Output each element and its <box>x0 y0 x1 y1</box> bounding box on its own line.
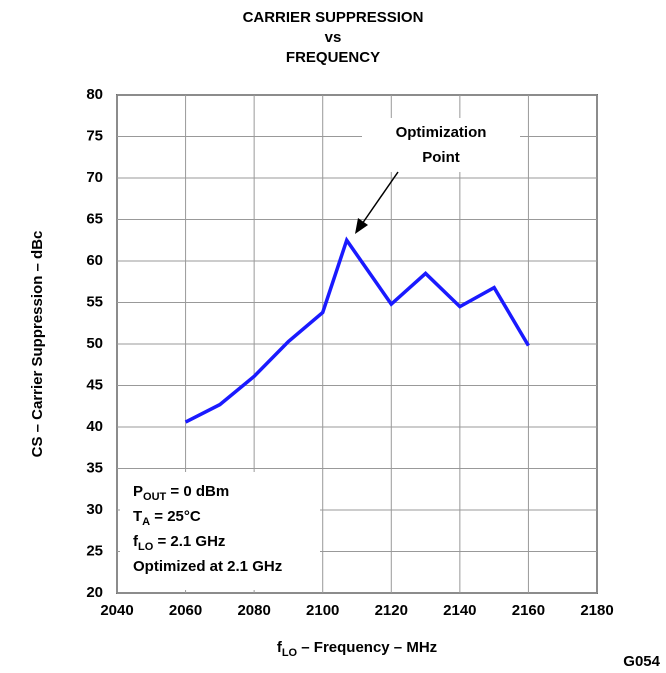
conditions-box <box>120 472 320 590</box>
x-tick-label: 2120 <box>375 602 408 619</box>
condition: POUT = 0 dBm <box>133 483 229 503</box>
y-tick-label: 25 <box>86 542 103 559</box>
x-axis-label: fLO – Frequency – MHz <box>277 639 437 659</box>
condition-sub: A <box>142 516 150 528</box>
chart-title: FREQUENCY <box>286 49 380 66</box>
arrow-shaft <box>361 171 399 225</box>
y-tick-label: 75 <box>86 127 103 144</box>
condition-text: f <box>133 533 139 550</box>
chart-title: CARRIER SUPPRESSION <box>243 9 424 26</box>
x-tick-label: 2180 <box>580 602 613 619</box>
annotation: Optimization <box>396 124 487 141</box>
annotation-box <box>362 118 520 172</box>
condition-text: Optimized at 2.1 GHz <box>133 558 282 575</box>
x-axis-label-text: f <box>277 639 283 656</box>
arrow-head <box>355 218 368 234</box>
data-line <box>184 236 530 424</box>
condition-sub: LO <box>138 541 154 553</box>
x-axis-label-sub: LO <box>282 647 298 659</box>
chart-title: vs <box>325 29 342 46</box>
y-tick-label: 45 <box>86 376 103 393</box>
condition-sub: OUT <box>143 491 167 503</box>
y-tick-label: 60 <box>86 252 103 269</box>
y-tick-label: 55 <box>86 293 103 310</box>
y-tick-label: 80 <box>86 86 103 103</box>
condition: TA = 25°C <box>133 508 201 528</box>
y-tick-label: 50 <box>86 335 103 352</box>
y-tick-label: 20 <box>86 584 103 601</box>
y-tick-label: 30 <box>86 501 103 518</box>
y-tick-label: 70 <box>86 169 103 186</box>
x-tick-label: 2040 <box>100 602 133 619</box>
x-tick-label: 2140 <box>443 602 476 619</box>
y-axis-label: CS – Carrier Suppression – dBc <box>29 231 46 458</box>
condition-text: P <box>133 483 143 500</box>
figure-id: G054 <box>623 653 660 670</box>
x-axis-label-text: – Frequency – MHz <box>297 639 437 656</box>
y-tick-label: 65 <box>86 210 103 227</box>
x-tick-label: 2100 <box>306 602 339 619</box>
x-tick-label: 2060 <box>169 602 202 619</box>
condition-text: = 0 dBm <box>166 483 229 500</box>
x-tick-label: 2080 <box>237 602 270 619</box>
condition-text: = 2.1 GHz <box>153 533 225 550</box>
condition-text: T <box>133 508 142 525</box>
annotation: Point <box>422 149 460 166</box>
condition: fLO = 2.1 GHz <box>133 533 225 553</box>
y-tick-label: 40 <box>86 418 103 435</box>
condition-text: = 25°C <box>150 508 201 525</box>
condition: Optimized at 2.1 GHz <box>133 558 282 575</box>
x-tick-label: 2160 <box>512 602 545 619</box>
y-tick-label: 35 <box>86 459 103 476</box>
